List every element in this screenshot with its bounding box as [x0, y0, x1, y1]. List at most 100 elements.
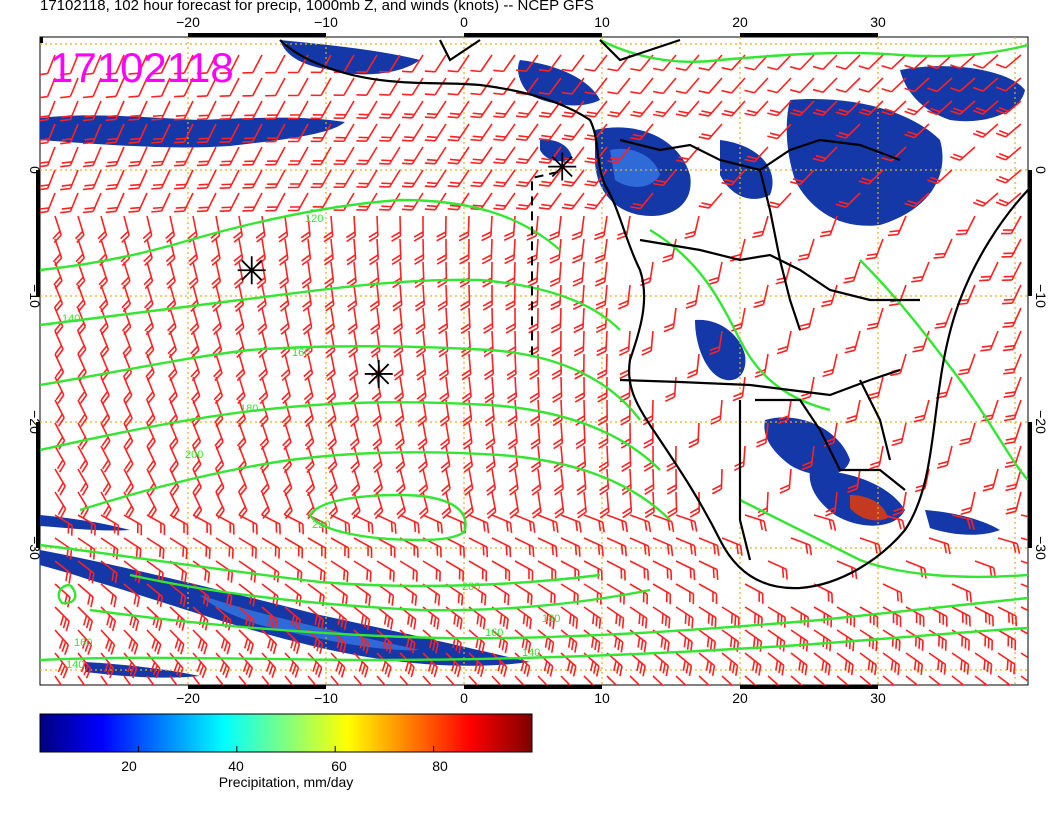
wind-barb-icon — [904, 77, 930, 93]
wind-barb-icon — [709, 330, 723, 356]
wind-barb-icon — [721, 537, 743, 556]
wind-barb-icon — [422, 560, 441, 582]
wind-barb-icon — [934, 307, 953, 329]
wind-barb-icon — [553, 468, 564, 496]
wind-barb-icon — [237, 468, 248, 497]
lon-labels-bottom: −20 −10 0 10 20 30 — [176, 690, 886, 706]
wind-barb-icon — [493, 192, 516, 211]
wind-barb-icon — [40, 77, 56, 99]
precip-gulf-guinea — [540, 139, 572, 162]
wind-barb-icon — [753, 284, 769, 309]
wind-barb-icon — [482, 284, 493, 311]
wind-barb-icon — [447, 169, 470, 188]
wind-barb-icon — [767, 54, 792, 71]
wind-barb-icon — [537, 675, 553, 685]
lat-tick-label: −20 — [27, 410, 43, 434]
wind-barb-icon — [376, 606, 394, 630]
wind-barb-icon — [667, 491, 678, 518]
wind-barb-icon — [192, 675, 206, 685]
wind-barb-icon — [744, 514, 767, 532]
wind-barb-icon — [950, 54, 976, 70]
wind-barb-icon — [445, 560, 465, 582]
wind-barb-icon — [617, 284, 631, 310]
wind-barb-icon — [698, 652, 716, 676]
precip-east-africa-2 — [900, 66, 1025, 122]
wind-barb-icon — [40, 146, 56, 168]
wind-barb-icon — [215, 652, 230, 678]
wind-barb-icon — [330, 606, 348, 631]
wind-barb-icon — [215, 514, 235, 535]
wind-barb-icon — [835, 77, 861, 93]
wind-barb-icon — [594, 215, 608, 241]
wind-barb-icon — [881, 100, 907, 116]
lon-tick-label: −10 — [314, 690, 338, 706]
wind-barb-icon — [821, 284, 838, 308]
wind-barb-icon — [584, 146, 608, 164]
wind-barb-icon — [493, 77, 516, 96]
wind-barb-icon — [77, 445, 89, 473]
wind-barb-icon — [790, 537, 813, 556]
wind-barb-icon — [744, 77, 769, 94]
wind-barb-icon — [995, 77, 1022, 92]
wind-barb-icon — [219, 146, 240, 166]
wind-barb-icon — [744, 583, 764, 604]
wind-barb-icon — [514, 606, 532, 630]
wind-barb-icon — [100, 468, 112, 496]
wind-barb-icon — [584, 192, 608, 210]
wind-barb-icon — [165, 238, 176, 267]
lon-tick-label: 20 — [732, 690, 748, 706]
wind-barb-icon — [100, 514, 120, 536]
wind-barb-icon — [123, 445, 134, 473]
wind-barb-icon — [698, 77, 723, 94]
wind-barb-icon — [330, 537, 350, 559]
wind-barb-icon — [1005, 491, 1022, 515]
wind-barb-icon — [629, 537, 651, 557]
wind-barb-icon — [995, 146, 1022, 161]
wind-barb-icon — [972, 123, 999, 138]
wind-barb-icon — [105, 123, 125, 145]
wind-barb-icon — [40, 192, 56, 214]
wind-barb-icon — [123, 376, 133, 405]
wind-barb-icon — [1003, 399, 1022, 422]
wind-barb-icon — [401, 77, 424, 96]
wind-barb-icon — [356, 54, 378, 73]
wind-barb-icon — [491, 514, 513, 534]
wind-barb-icon — [652, 537, 674, 557]
wind-barb-icon — [537, 652, 554, 677]
wind-barb-icon — [77, 606, 94, 632]
wind-barb-icon — [997, 629, 1017, 651]
wind-barb-icon — [481, 215, 493, 242]
wind-barb-icon — [169, 583, 187, 607]
wind-barb-icon — [142, 215, 153, 244]
wind-barb-icon — [333, 146, 355, 166]
precip-west-africa-2 — [518, 60, 600, 106]
wind-barb-icon — [530, 445, 541, 473]
wind-barb-icon — [825, 491, 838, 517]
wind-barb-icon — [351, 491, 361, 520]
contour-160-south — [89, 596, 1028, 640]
wind-barb-icon — [261, 606, 278, 631]
wind-barb-icon — [506, 353, 517, 381]
colorbar-tick-label: 20 — [121, 758, 137, 774]
wind-barb-icon — [348, 353, 359, 381]
wind-barb-icon — [174, 146, 194, 167]
wind-barb-icon — [468, 652, 485, 678]
wind-barb-icon — [548, 215, 562, 241]
wind-barb-icon — [330, 560, 349, 583]
wind-barb-icon — [882, 514, 906, 531]
wind-barb-icon — [571, 238, 585, 264]
wind-barb-icon — [424, 100, 447, 119]
wind-barb-icon — [630, 100, 654, 118]
wind-barb-icon — [447, 192, 470, 211]
wind-barb-icon — [54, 330, 64, 358]
wind-barb-icon — [928, 537, 951, 555]
wind-barb-icon — [571, 215, 585, 241]
wind-barb-icon — [904, 100, 930, 116]
wind-barb-icon — [620, 399, 631, 426]
wind-barb-icon — [560, 514, 582, 533]
wind-barb-icon — [105, 146, 125, 168]
wind-barb-icon — [927, 77, 953, 93]
wind-barb-icon — [174, 100, 194, 121]
wind-barb-icon — [836, 652, 854, 676]
wind-barb-icon — [105, 169, 125, 191]
